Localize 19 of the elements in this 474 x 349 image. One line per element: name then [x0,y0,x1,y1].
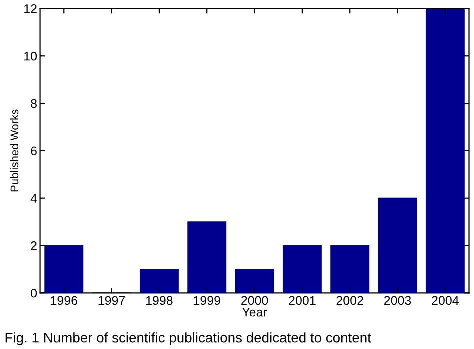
y-tick-label: 6 [31,146,37,156]
y-axis-title: Published Works [10,110,19,192]
y-tick-label: 0 [31,288,38,298]
x-tick-label: 1999 [194,296,220,306]
y-tick-label: 2 [31,242,37,250]
y-tick-label: 4 [30,194,38,203]
x-tick-label: 1996 [51,296,78,306]
x-tick-label: 2004 [432,296,459,306]
x-tick-label: 1997 [98,296,126,306]
x-tick-label: 2002 [336,296,364,306]
x-tick-label: 1998 [146,296,173,306]
y-tick-label: 8 [31,99,37,108]
x-tick-label: 2001 [289,296,316,306]
caption: Fig. 1 Number of scientific publications dedicated to content [6,332,372,346]
y-tick-label: 12 [24,4,37,14]
y-tick-label: 10 [24,52,38,61]
x-tick-label: 2003 [384,296,412,306]
x-axis-title: Year [242,308,268,317]
x-tick-label: 2000 [242,296,268,306]
